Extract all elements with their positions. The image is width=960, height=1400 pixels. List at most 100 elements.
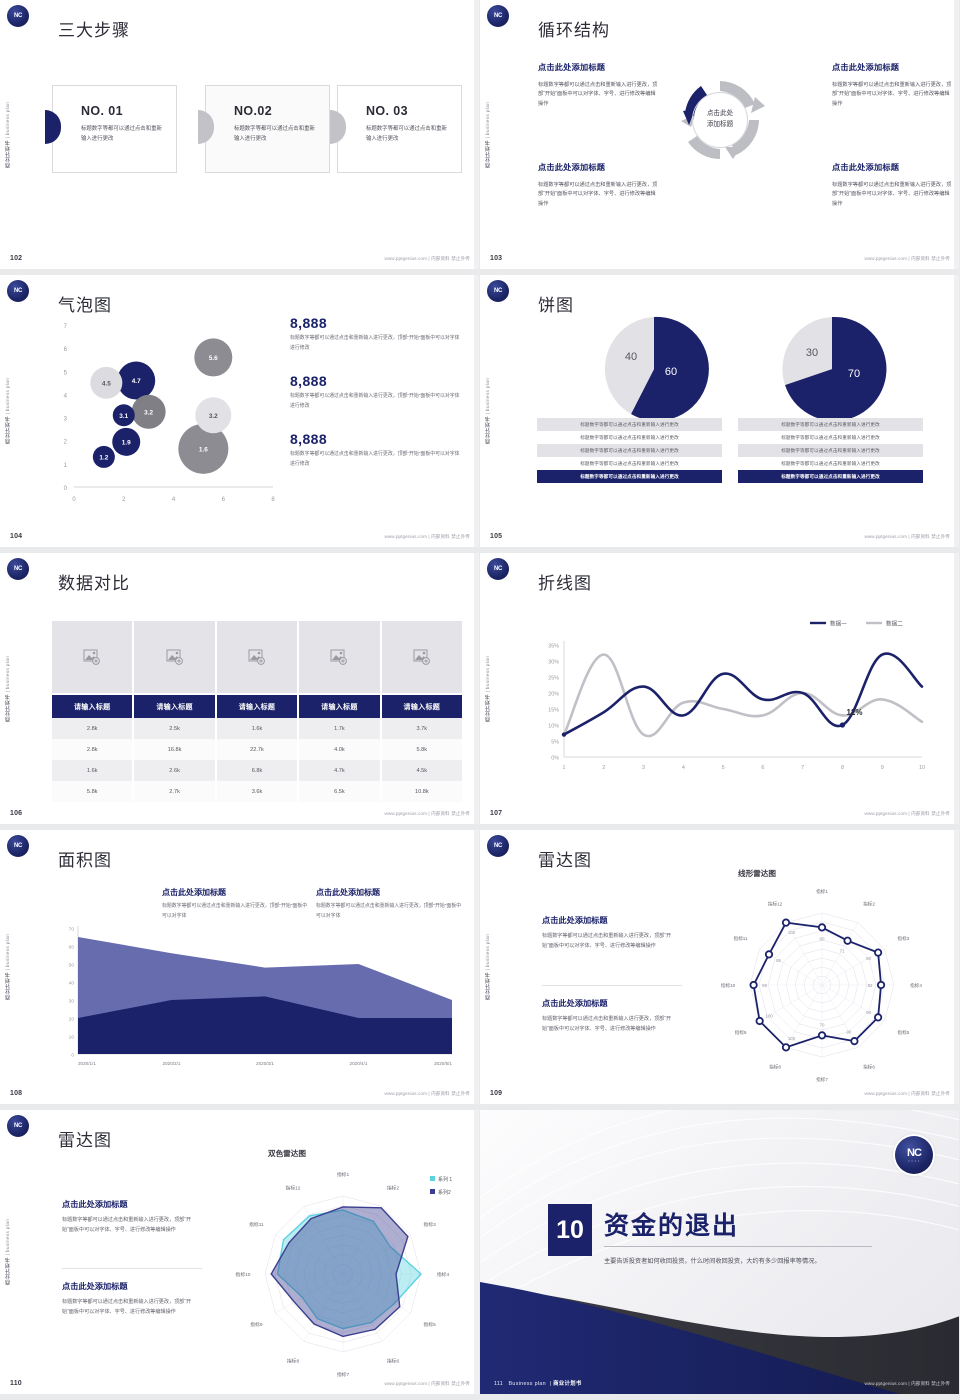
block-body: 标题数字等都可以通过点击和重新输入进行更改，顶部“开始”面板中可以对字体、字号、… [538,81,658,108]
cycle-block-bottom-left: 点击此处添加标题 标题数字等都可以通过点击和重新输入进行更改，顶部“开始”面板中… [538,160,658,210]
half-circle-icon [45,110,61,144]
column-header[interactable]: 请输入标题 [299,695,380,718]
text-heading: 点击此处添加标题 [62,1200,128,1209]
text-heading: 点击此处添加标题 [542,916,608,925]
page-number: 105 [490,533,503,540]
block-heading: 点击此处添加标题 [832,163,900,172]
table-cell: 4.5k [381,760,462,781]
y-tick-label: 0 [71,1052,74,1058]
radar-axis-line [275,1234,344,1275]
radar-value-label: 71 [840,948,845,953]
radar-axis-label: 指标3 [898,935,910,942]
block-heading: 点击此处添加标题 [832,63,900,72]
column-header[interactable]: 请输入标题 [134,695,215,718]
radar-axis-label: 指标12 [286,1184,301,1191]
list-item[interactable]: 标题数字等都可以通过点击和重新输入进行更改 [580,460,679,466]
radar-axis-label: 指标9 [735,1029,747,1036]
page-title: 雷达图 [538,851,592,870]
x-tick-label: 2020/2/1 [163,1061,181,1066]
footer-note: www.pptgenius.com | 内部资料 禁止外传 [864,534,950,539]
right-strip [954,830,959,1104]
bubble [178,423,229,474]
right-strip [954,275,959,547]
list-item-active[interactable]: 标题数字等都可以通过点击和重新输入进行更改 [738,470,923,483]
y-tick-label: 6 [64,347,68,353]
radar-text-1: 点击此处添加标题 标题数字等都可以通过点击和重新输入进行更改，顶部“开始”面板中… [542,914,682,951]
brand-logo-icon [487,835,509,857]
sidebar-vertical-label: 商业计划书 | business plan [5,377,11,445]
radar-axis-label: 指标11 [249,1221,264,1228]
brand-logo-icon [487,280,509,302]
column-header[interactable]: 请输入标题 [216,695,298,718]
list-item-active[interactable]: 标题数字等都可以通过点击和重新输入进行更改 [537,470,722,483]
list-item[interactable]: 标题数字等都可以通过点击和重新输入进行更改 [537,444,722,457]
y-tick-label: 70 [69,926,75,932]
x-tick-label: 6 [761,765,764,771]
table-cell: 1.7k [299,718,380,739]
y-tick-label: 40 [69,980,75,986]
pie-label-major: 70 [848,368,860,380]
radar-marker [764,950,774,959]
list-item[interactable]: 标题数字等都可以通过点击和重新输入进行更改 [738,418,923,431]
radar-axis-label: 指标6 [387,1358,400,1365]
radar-axis-line [342,1206,383,1275]
image-placeholder[interactable] [381,621,462,693]
image-placeholder[interactable] [299,621,380,693]
table-cell: 5.8k [52,781,133,802]
list-item[interactable]: 标题数字等都可以通过点击和重新输入进行更改 [738,444,923,457]
pie-slice-major [785,316,887,421]
column-header[interactable]: 请输入标题 [52,695,133,718]
data-point-annotated [839,722,846,728]
step-card-3[interactable]: NO. 03 标题数字等都可以通过点击和重新输入进行更改 [330,85,462,173]
list-item[interactable]: 标题数字等都可以通过点击和重新输入进行更改 [537,418,722,431]
cycle-block-bottom-right: 点击此处添加标题 标题数字等都可以通过点击和重新输入进行更改，顶部“开始”面板中… [832,160,952,210]
area-chart: 0 10 20 30 40 50 60 70 2020/1/1 2020/2/1 2020/3/1 2… [48,914,458,1087]
x-tick-label: 6 [222,497,226,503]
list-item[interactable]: 标题数字等都可以通过点击和重新输入进行更改 [580,434,679,440]
page-title: 饼图 [538,296,574,315]
y-tick-label: 10 [69,1034,75,1040]
list-item[interactable]: 标题数字等都可以通过点击和重新输入进行更改 [781,460,880,466]
column-header[interactable]: 请输入标题 [381,695,462,718]
y-tick-label: 4 [64,393,68,399]
x-tick-label: 3 [642,765,645,771]
bubble [112,427,141,456]
radar-axis-line [785,922,823,986]
radar-chart-dual: 指标1 指标2 指标3 指标4 指标5 指标6 指标7 指标8 指标9 指标10 指标11 指标12 系… [218,1162,468,1387]
text-body: 标题数字等都可以通过点击和重新输入进行更改，顶部“开始”面板中可以对字体、字号、… [62,1217,192,1234]
table-cell: 16.8k [134,739,215,760]
radar-chart-line: 指标1 指标2 指标3 指标4 指标5 指标6 指标7 指标8 指标9 指标10 指标11 指标12 8… [702,880,942,1095]
page-number: 104 [10,533,23,540]
logo-initials: NC [907,1147,922,1159]
section-footer: 111 Business plan | 商业计划书 [494,1381,582,1387]
image-placeholder[interactable] [52,621,133,693]
step-card-1[interactable]: NO. 01 标题数字等都可以通过点击和重新输入进行更改 [45,85,177,173]
list-item[interactable]: 标题数字等都可以通过点击和重新输入进行更改 [781,434,880,440]
y-tick-label: 15% [548,708,559,714]
table-cell: 10.8k [381,781,462,802]
step-card-2[interactable]: NO.02 标题数字等都可以通过点击和重新输入进行更改 [198,85,330,173]
image-placeholder[interactable] [216,621,298,693]
radar-marker [781,1043,791,1052]
radar-axis-label: 指标1 [337,1171,350,1178]
y-tick-label: 1 [64,463,68,469]
section-divider: NC • • • • 10 资金的退出 主要告诉投资者如何收回投资，什么时间收回… [480,1110,959,1394]
radar-marker [850,1037,859,1046]
block-body: 标题数字等都可以通过点击和重新输入进行更改，顶部“开始”面板中可以对字体、字号、… [832,81,952,108]
y-tick-label: 20% [548,692,559,698]
radar-axis-label: 指标9 [250,1321,263,1328]
page-title: 雷达图 [58,1131,112,1150]
brand-logo-icon [7,1115,29,1137]
x-tick-label: 2020/5/1 [434,1061,452,1066]
y-tick-label: 10% [548,724,559,730]
image-placeholder[interactable] [134,621,215,693]
sidebar-vertical-label: 商业计划书 | business plan [485,655,491,722]
line-chart: 0% 5% 10% 15% 20% 25% 30% 35% 1 2 3 4 5 6 7 8 9 10 12% 数据一 数… [530,611,930,796]
table-cell: 6.5k [299,781,380,802]
kpi-number: 8,888 [290,373,328,389]
radar-axis-line [821,984,885,1022]
slide-104: 商业计划书 | business plan 气泡图 0 1 2 3 4 5 6 7 0 2 4 6 8 1… [0,275,480,553]
radar-series-area [276,1209,422,1330]
step-body: 标题数字等都可以通过点击和重新输入进行更改 [81,126,162,142]
steps-row: NO. 01 标题数字等都可以通过点击和重新输入进行更改 NO.02 标题数字等… [45,85,462,269]
